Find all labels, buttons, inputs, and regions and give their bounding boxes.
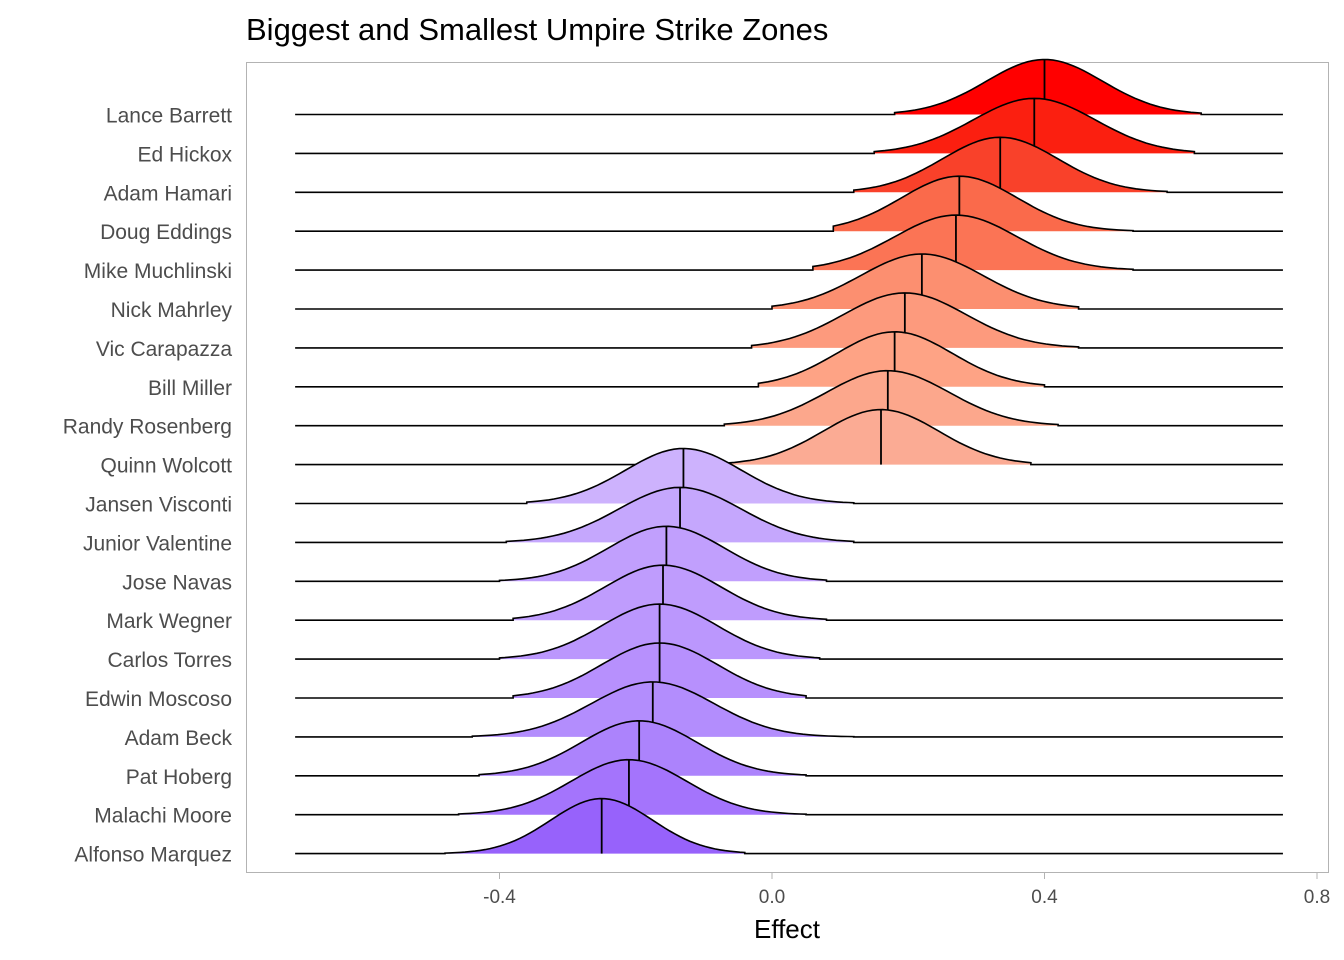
ridge xyxy=(295,136,1283,194)
chart-title: Biggest and Smallest Umpire Strike Zones xyxy=(246,12,828,47)
ridge xyxy=(295,58,1283,116)
ridge-area xyxy=(513,565,827,621)
y-tick-label: Doug Eddings xyxy=(100,221,232,244)
y-tick-label: Malachi Moore xyxy=(94,805,232,828)
ridge-outline xyxy=(295,603,1283,660)
y-tick-label: Pat Hoberg xyxy=(126,766,232,789)
ridge xyxy=(295,214,1283,271)
panel-border xyxy=(246,62,1329,873)
y-axis-labels: Lance Barrett Ed Hickox Adam Hamari Doug Ed… xyxy=(63,105,233,867)
y-tick-label: Junior Valentine xyxy=(83,532,232,555)
ridge-area xyxy=(499,526,827,582)
ridge-area xyxy=(833,176,1134,232)
ridge-area xyxy=(751,292,1079,348)
x-axis-title: Effect xyxy=(754,914,821,944)
ridge xyxy=(295,642,1283,699)
ridge-outline xyxy=(295,58,1283,116)
y-tick-label: Jose Navas xyxy=(122,571,232,594)
ridge-area xyxy=(724,370,1059,426)
ridge-outline xyxy=(295,408,1283,466)
ridge xyxy=(295,797,1283,855)
ridge xyxy=(295,719,1283,777)
y-tick-label: Vic Carapazza xyxy=(96,338,233,361)
ridges-group xyxy=(295,58,1283,855)
ridge-outline xyxy=(295,719,1283,777)
y-tick-label: Adam Beck xyxy=(125,727,233,750)
ridge xyxy=(295,758,1283,816)
ridge-area xyxy=(724,409,1031,465)
x-tick-label: 0.0 xyxy=(759,887,785,908)
y-tick-label: Quinn Wolcott xyxy=(100,455,232,478)
ridge-outline xyxy=(295,330,1283,388)
ridge-area xyxy=(526,448,854,504)
ridge xyxy=(295,175,1283,232)
y-tick-label: Jansen Visconti xyxy=(85,494,232,517)
ridge-area xyxy=(458,759,807,815)
y-tick-label: Nick Mahrley xyxy=(111,299,233,322)
y-tick-label: Alfonso Marquez xyxy=(74,844,232,867)
x-tick-label: -0.4 xyxy=(483,887,516,908)
y-tick-label: Mike Muchlinski xyxy=(84,260,232,283)
ridge-area xyxy=(812,215,1134,271)
ridge-outline xyxy=(295,525,1283,583)
ridge-outline xyxy=(295,369,1283,427)
x-tick-label: 0.8 xyxy=(1304,887,1330,908)
ridge-outline xyxy=(295,797,1283,855)
ridge-outline xyxy=(295,564,1283,621)
ridge-outline xyxy=(295,447,1283,505)
ridge xyxy=(295,253,1283,310)
ridge-area xyxy=(479,720,807,776)
ridge-area xyxy=(772,254,1079,309)
x-tick-label: 0.4 xyxy=(1031,887,1058,908)
ridge-area xyxy=(853,137,1168,193)
ridge-area xyxy=(472,681,854,737)
ridge-outline xyxy=(295,253,1283,310)
y-tick-label: Edwin Moscoso xyxy=(85,688,232,711)
ridge xyxy=(295,564,1283,621)
ridge-outline xyxy=(295,642,1283,699)
y-tick-label: Lance Barrett xyxy=(106,105,232,128)
ridge-area xyxy=(445,798,745,854)
y-tick-label: Randy Rosenberg xyxy=(63,416,232,439)
y-tick-label: Adam Hamari xyxy=(104,182,232,205)
ridge xyxy=(295,681,1283,738)
ridge-outline xyxy=(295,758,1283,816)
ridge-outline xyxy=(295,214,1283,271)
ridge xyxy=(295,603,1283,660)
ridge xyxy=(295,408,1283,466)
y-tick-label: Mark Wegner xyxy=(106,610,232,633)
y-tick-label: Carlos Torres xyxy=(108,649,232,672)
ridge xyxy=(295,97,1283,155)
y-tick-label: Ed Hickox xyxy=(137,143,232,166)
ridge-outline xyxy=(295,681,1283,738)
ridge-outline xyxy=(295,136,1283,194)
ridge-outline xyxy=(295,175,1283,232)
x-axis: -0.4 0.0 0.4 0.8 xyxy=(483,873,1330,908)
ridge-outline xyxy=(295,292,1283,349)
ridge-area xyxy=(894,59,1202,115)
y-tick-label: Bill Miller xyxy=(148,377,232,400)
ridge xyxy=(295,292,1283,349)
ridge-area xyxy=(758,331,1045,387)
